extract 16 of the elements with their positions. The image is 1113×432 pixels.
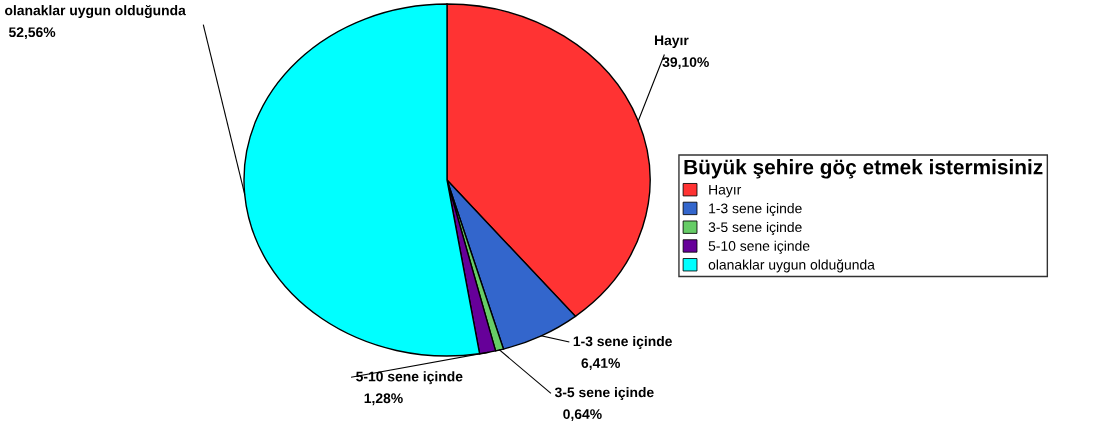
slice-label: 5-10 sene içinde (356, 371, 463, 385)
data-label: 6,41% (581, 358, 620, 370)
legend-title: Büyük şehire göç etmek istermisiniz (684, 159, 1043, 179)
data-label: 39,10% (662, 57, 709, 70)
legend-label: 5-10 sene içinde (708, 240, 810, 254)
slice-label: 1-3 sene içinde (573, 336, 672, 349)
legend-label: 1-3 sene içinde (709, 203, 802, 217)
slice-label: Hayır (654, 35, 689, 48)
data-label: 52,56% (8, 27, 56, 40)
legend-label: Hayır (709, 184, 742, 198)
data-label: 0,64% (563, 409, 602, 422)
slice-label: 3-5 sene içinde (554, 387, 654, 400)
legend-label: 3-5 sene içinde (708, 221, 802, 235)
data-label: 1,28% (364, 393, 403, 406)
slice-label: olanaklar uygun olduğunda (5, 4, 186, 19)
legend-label: olanaklar uygun olduğunda (708, 259, 875, 273)
